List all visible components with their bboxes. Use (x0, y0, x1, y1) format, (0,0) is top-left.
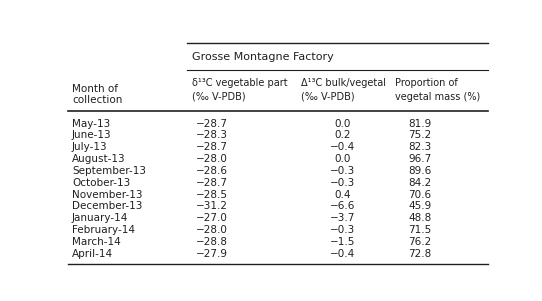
Text: August-13: August-13 (72, 154, 126, 164)
Text: December-13: December-13 (72, 201, 143, 211)
Text: −31.2: −31.2 (196, 201, 228, 211)
Text: July-13: July-13 (72, 142, 107, 152)
Text: 0.0: 0.0 (335, 154, 351, 164)
Text: −0.4: −0.4 (330, 249, 356, 259)
Text: −28.0: −28.0 (196, 154, 228, 164)
Text: −27.9: −27.9 (196, 249, 228, 259)
Text: 0.0: 0.0 (335, 119, 351, 129)
Text: −28.7: −28.7 (196, 119, 228, 129)
Text: March-14: March-14 (72, 237, 121, 247)
Text: −28.6: −28.6 (196, 166, 228, 176)
Text: −0.3: −0.3 (330, 166, 356, 176)
Text: 75.2: 75.2 (408, 130, 431, 140)
Text: −28.7: −28.7 (196, 142, 228, 152)
Text: October-13: October-13 (72, 178, 130, 188)
Text: 72.8: 72.8 (408, 249, 431, 259)
Text: 82.3: 82.3 (408, 142, 431, 152)
Text: 0.2: 0.2 (334, 130, 351, 140)
Text: 89.6: 89.6 (408, 166, 431, 176)
Text: 81.9: 81.9 (408, 119, 431, 129)
Text: September-13: September-13 (72, 166, 146, 176)
Text: February-14: February-14 (72, 225, 135, 235)
Text: −28.0: −28.0 (196, 225, 228, 235)
Text: Month of
collection: Month of collection (72, 84, 122, 105)
Text: −28.5: −28.5 (196, 190, 228, 200)
Text: June-13: June-13 (72, 130, 112, 140)
Text: 71.5: 71.5 (408, 225, 431, 235)
Text: January-14: January-14 (72, 213, 128, 223)
Text: 45.9: 45.9 (408, 201, 431, 211)
Text: −28.8: −28.8 (196, 237, 228, 247)
Text: Proportion of
vegetal mass (%): Proportion of vegetal mass (%) (396, 78, 481, 101)
Text: −28.7: −28.7 (196, 178, 228, 188)
Text: May-13: May-13 (72, 119, 110, 129)
Text: −28.3: −28.3 (196, 130, 228, 140)
Text: −0.3: −0.3 (330, 178, 356, 188)
Text: 96.7: 96.7 (408, 154, 431, 164)
Text: Δ¹³C bulk/vegetal
(‰ V-PDB): Δ¹³C bulk/vegetal (‰ V-PDB) (301, 78, 386, 101)
Text: −3.7: −3.7 (330, 213, 356, 223)
Text: −0.4: −0.4 (330, 142, 356, 152)
Text: −0.3: −0.3 (330, 225, 356, 235)
Text: April-14: April-14 (72, 249, 113, 259)
Text: 48.8: 48.8 (408, 213, 431, 223)
Text: −6.6: −6.6 (330, 201, 356, 211)
Text: 76.2: 76.2 (408, 237, 431, 247)
Text: δ¹³C vegetable part
(‰ V-PDB): δ¹³C vegetable part (‰ V-PDB) (192, 78, 287, 101)
Text: 70.6: 70.6 (408, 190, 431, 200)
Text: November-13: November-13 (72, 190, 143, 200)
Text: −27.0: −27.0 (196, 213, 228, 223)
Text: 0.4: 0.4 (334, 190, 351, 200)
Text: Grosse Montagne Factory: Grosse Montagne Factory (192, 51, 333, 61)
Text: −1.5: −1.5 (330, 237, 356, 247)
Text: 84.2: 84.2 (408, 178, 431, 188)
